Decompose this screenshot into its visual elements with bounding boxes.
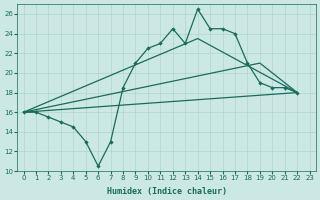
X-axis label: Humidex (Indice chaleur): Humidex (Indice chaleur)	[107, 187, 227, 196]
